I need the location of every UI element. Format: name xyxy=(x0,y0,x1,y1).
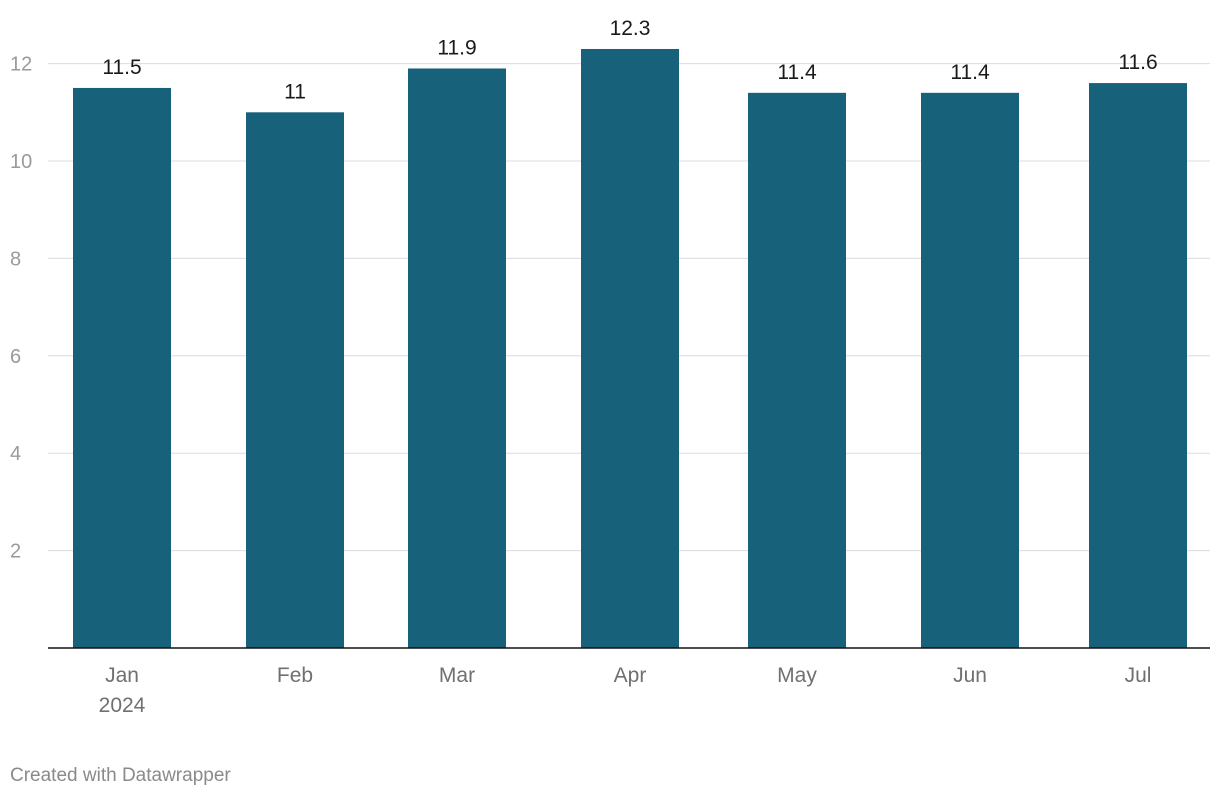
bar-mar xyxy=(408,68,506,649)
x-tick-label: Mar xyxy=(439,664,475,687)
bar-apr xyxy=(581,48,679,649)
data-label: 11.6 xyxy=(1118,51,1157,74)
y-tick-label: 10 xyxy=(10,151,32,173)
data-label: 12.3 xyxy=(610,17,651,40)
data-label: 11.4 xyxy=(777,61,817,84)
x-tick-label: Feb xyxy=(277,664,313,687)
y-axis-ticks: 2 4 6 8 10 12 xyxy=(10,54,32,563)
x-tick-label: Jan xyxy=(105,664,139,687)
x-tick-label: Jun xyxy=(953,664,987,687)
y-tick-label: 6 xyxy=(10,346,21,368)
x-tick-label: Apr xyxy=(614,664,647,687)
data-label: 11 xyxy=(284,80,306,103)
bar-feb xyxy=(246,112,344,649)
bar-may xyxy=(748,92,846,648)
y-tick-label: 2 xyxy=(10,541,21,563)
bars xyxy=(73,48,1187,649)
y-tick-label: 8 xyxy=(10,248,21,270)
bar-jan xyxy=(73,87,171,648)
x-axis-ticks: Jan 2024 Feb Mar Apr May Jun Jul xyxy=(99,664,1152,717)
x-tick-label: Jul xyxy=(1125,664,1152,687)
y-tick-label: 12 xyxy=(10,54,32,76)
x-tick-sublabel: 2024 xyxy=(99,694,146,717)
credit-text: Created with Datawrapper xyxy=(10,765,231,786)
x-tick-label: May xyxy=(777,664,817,687)
bar-jul xyxy=(1089,83,1187,648)
data-label: 11.4 xyxy=(950,61,990,84)
data-labels: 11.5 11 11.9 12.3 11.4 11.4 11.6 xyxy=(102,17,1157,103)
data-label: 11.5 xyxy=(102,56,141,79)
y-tick-label: 4 xyxy=(10,443,21,465)
data-label: 11.9 xyxy=(437,36,476,59)
bar-jun xyxy=(921,92,1019,648)
